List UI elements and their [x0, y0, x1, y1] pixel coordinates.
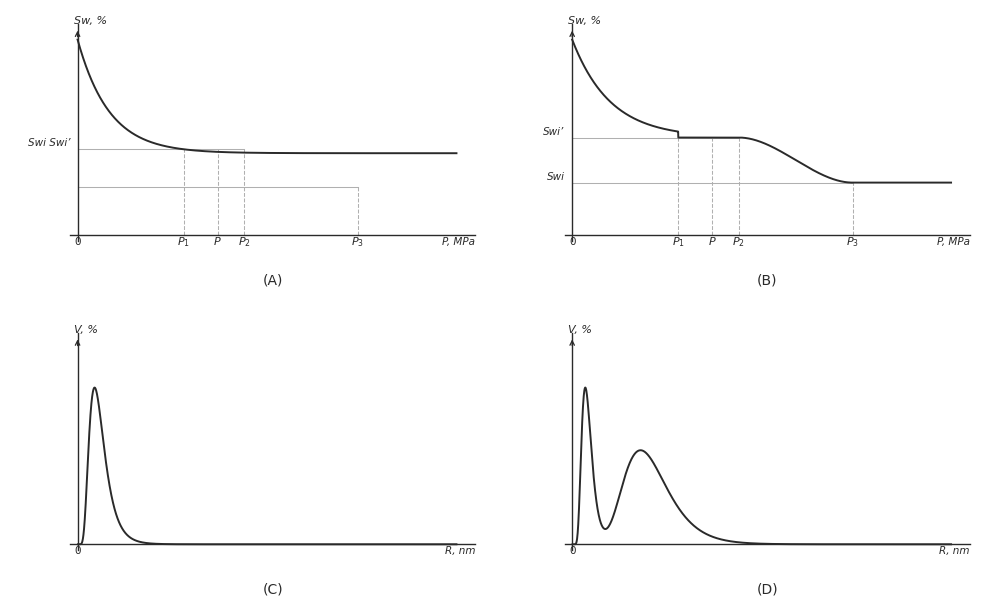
Text: Sw, %: Sw, %	[74, 16, 107, 26]
Text: Sw, %: Sw, %	[568, 16, 602, 26]
Text: Swi Swi’: Swi Swi’	[28, 138, 70, 148]
Text: $P_3$: $P_3$	[846, 235, 859, 249]
Text: (A): (A)	[263, 274, 283, 288]
Text: R, nm: R, nm	[939, 546, 970, 556]
Text: $P_3$: $P_3$	[351, 235, 364, 249]
Text: $P_2$: $P_2$	[732, 235, 745, 249]
Text: $P_1$: $P_1$	[672, 235, 685, 249]
Text: 0: 0	[569, 237, 575, 248]
Text: P, MPa: P, MPa	[937, 237, 970, 248]
Text: $P$: $P$	[213, 235, 222, 248]
Text: $P$: $P$	[708, 235, 717, 248]
Text: Swi’: Swi’	[543, 127, 565, 136]
Text: (C): (C)	[262, 582, 283, 597]
Text: V, %: V, %	[568, 325, 592, 335]
Text: $P_1$: $P_1$	[177, 235, 190, 249]
Text: 0: 0	[74, 237, 81, 248]
Text: (D): (D)	[756, 582, 778, 597]
Text: V, %: V, %	[74, 325, 98, 335]
Text: $P_2$: $P_2$	[238, 235, 251, 249]
Text: 0: 0	[74, 546, 81, 556]
Text: R, nm: R, nm	[445, 546, 475, 556]
Text: (B): (B)	[757, 274, 778, 288]
Text: P, MPa: P, MPa	[442, 237, 475, 248]
Text: 0: 0	[569, 546, 575, 556]
Text: Swi: Swi	[547, 172, 565, 182]
